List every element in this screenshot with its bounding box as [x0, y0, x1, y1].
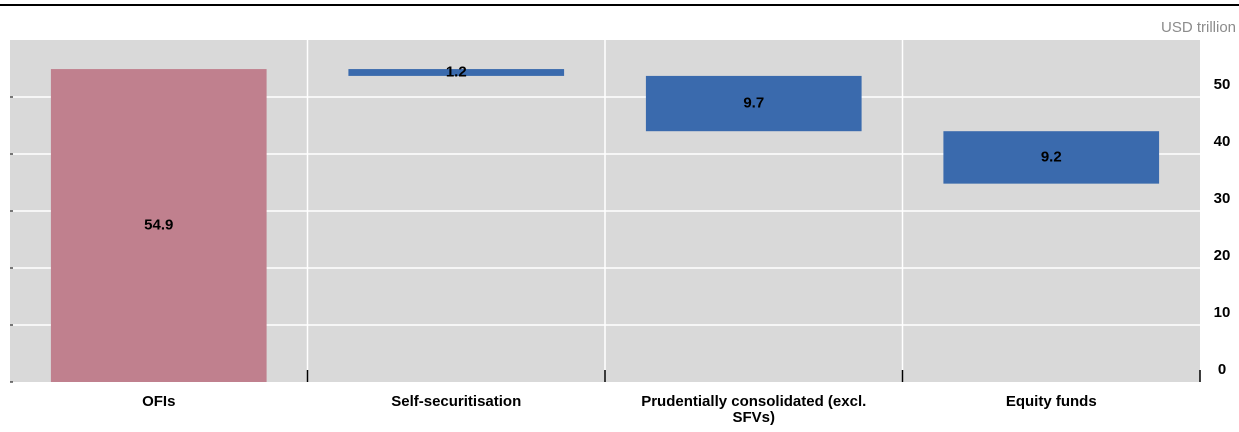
y-tick-label: 50	[1214, 76, 1231, 93]
bar	[50, 69, 267, 382]
unit-label: USD trillion	[1161, 19, 1236, 36]
x-tick-label: OFIs	[142, 393, 176, 410]
value-label: 54.9	[144, 217, 173, 234]
value-label: 9.7	[743, 95, 764, 112]
value-label: 1.2	[446, 63, 467, 80]
y-tick-label: 0	[1218, 361, 1226, 378]
y-tick-label: 20	[1214, 247, 1231, 264]
bar	[348, 69, 565, 76]
y-tick-label: 30	[1214, 190, 1231, 207]
x-tick-label: Prudentially consolidated (excl. SFVs)	[641, 393, 867, 426]
x-tick-label: Equity funds	[1005, 393, 1097, 410]
y-tick-label: 40	[1214, 133, 1231, 150]
y-tick-label: 10	[1214, 304, 1231, 321]
bar	[943, 131, 1160, 184]
bar	[645, 75, 862, 132]
x-tick-label: Self-securitisation	[391, 393, 522, 410]
value-label: 9.2	[1041, 148, 1062, 165]
